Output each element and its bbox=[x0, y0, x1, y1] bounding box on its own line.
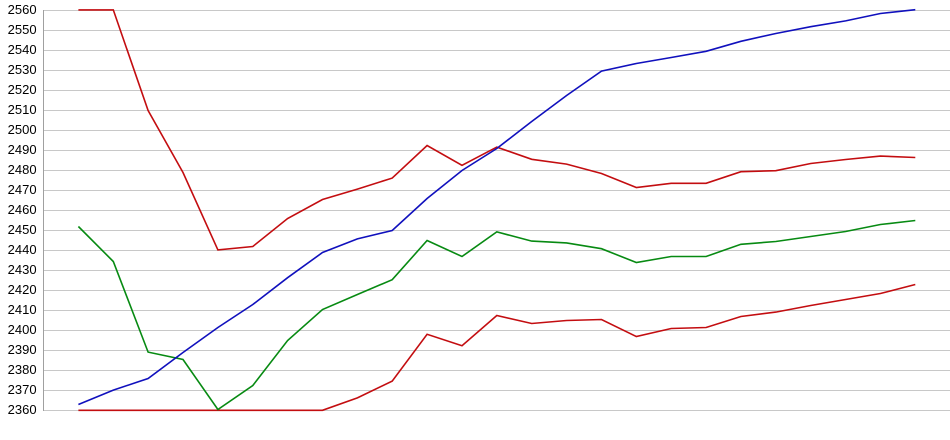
svg-text:2490: 2490 bbox=[8, 142, 37, 157]
svg-text:2440: 2440 bbox=[8, 242, 37, 257]
svg-text:2550: 2550 bbox=[8, 22, 37, 37]
svg-text:2470: 2470 bbox=[8, 182, 37, 197]
svg-text:2540: 2540 bbox=[8, 42, 37, 57]
svg-text:2430: 2430 bbox=[8, 262, 37, 277]
svg-text:2390: 2390 bbox=[8, 342, 37, 357]
svg-text:2560: 2560 bbox=[8, 2, 37, 17]
svg-text:2370: 2370 bbox=[8, 382, 37, 397]
svg-text:2530: 2530 bbox=[8, 62, 37, 77]
svg-text:2400: 2400 bbox=[8, 322, 37, 337]
svg-text:2520: 2520 bbox=[8, 82, 37, 97]
svg-text:2380: 2380 bbox=[8, 362, 37, 377]
svg-text:2450: 2450 bbox=[8, 222, 37, 237]
svg-text:2480: 2480 bbox=[8, 162, 37, 177]
svg-text:2510: 2510 bbox=[8, 102, 37, 117]
svg-text:2500: 2500 bbox=[8, 122, 37, 137]
svg-text:2410: 2410 bbox=[8, 302, 37, 317]
svg-text:2420: 2420 bbox=[8, 282, 37, 297]
svg-text:2360: 2360 bbox=[8, 402, 37, 417]
svg-text:2460: 2460 bbox=[8, 202, 37, 217]
